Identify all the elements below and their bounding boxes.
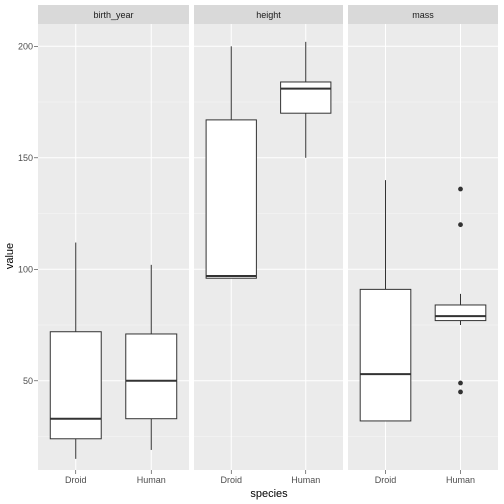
- facet-panel-mass: mass Droid Human: [348, 5, 498, 485]
- x-tick-label: Droid: [220, 475, 242, 485]
- y-tick-label: 150: [18, 153, 33, 163]
- y-tick-label: 100: [18, 264, 33, 274]
- facet-strip: [38, 5, 189, 24]
- x-tick-label: Human: [446, 475, 475, 485]
- x-tick-label: Human: [291, 475, 320, 485]
- facet-strip-label: birth_year: [93, 10, 133, 20]
- outlier-point: [458, 186, 463, 192]
- facet-panel-birth-year: birth_year Droid Human: [38, 5, 189, 485]
- boxplot-droid: [205, 46, 257, 279]
- y-tick-label: 50: [23, 376, 33, 386]
- box-iqr: [49, 331, 102, 440]
- box-iqr: [205, 119, 257, 279]
- facet-strip: [194, 5, 343, 24]
- x-tick-label: Droid: [375, 475, 397, 485]
- boxplot-human: [434, 186, 487, 395]
- box-iqr: [434, 304, 487, 322]
- box-iqr: [125, 333, 178, 420]
- facet-strip-label: height: [256, 10, 281, 20]
- facet-strip-label: mass: [412, 10, 434, 20]
- boxplot-droid: [49, 242, 102, 459]
- x-axis-title: species: [250, 488, 288, 500]
- outlier-point: [458, 389, 463, 395]
- x-tick-label: Human: [137, 475, 166, 485]
- y-tick-label: 200: [18, 41, 33, 51]
- x-tick-label: Droid: [65, 475, 87, 485]
- box-iqr: [280, 81, 332, 114]
- box-iqr: [359, 288, 412, 422]
- y-axis-title: value: [4, 243, 16, 269]
- outlier-point: [458, 222, 463, 228]
- boxplot-droid: [359, 180, 412, 422]
- facet-strip: [348, 5, 498, 24]
- boxplot-human: [280, 41, 332, 158]
- outlier-point: [458, 380, 463, 386]
- y-axis: 50 100 150 200: [18, 41, 38, 386]
- facet-panel-height: height Droid Human: [194, 5, 343, 485]
- boxplot-human: [125, 264, 178, 450]
